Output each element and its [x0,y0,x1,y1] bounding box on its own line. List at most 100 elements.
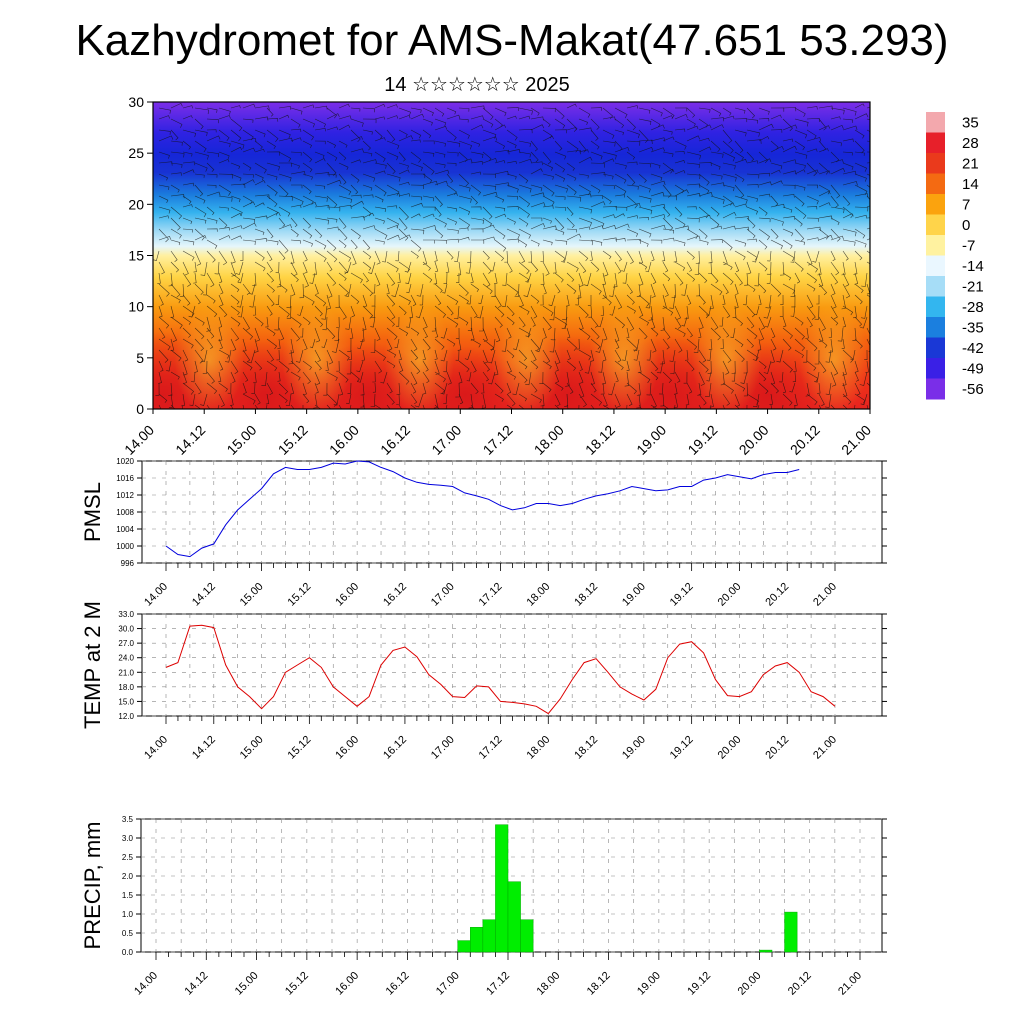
wind-barb [302,316,311,325]
wind-barb [218,129,230,141]
wind-barb [746,195,758,202]
wind-barb [331,338,340,353]
wind-barb [374,272,381,287]
wind-barb [252,272,257,286]
wind-barb [395,316,400,327]
wind-barb [289,338,294,354]
wind-barb [278,327,285,341]
wind-barb [530,168,543,175]
wind-barb [530,161,543,166]
wind-barb [722,239,733,251]
wind-barb [326,195,338,208]
wind-barb [386,162,396,175]
wind-barb [482,191,498,197]
wind-barb [763,305,772,319]
wind-barb [638,228,652,238]
wind-barb [346,393,352,405]
wind-barb [334,327,340,342]
wind-barb [254,228,265,236]
wind-barb [854,103,865,109]
wind-barb [853,305,857,319]
wind-barb [482,261,492,274]
wind-barb [752,349,760,361]
wind-barb [540,272,545,285]
wind-barb [758,118,770,122]
wind-barb [622,349,628,361]
wind-barb [662,261,669,273]
x-tick-label: 17.00 [434,970,462,998]
wind-barb [709,294,714,310]
wind-barb [254,173,264,181]
x-tick-label: 16.00 [333,970,361,998]
wind-barb [422,261,431,271]
wind-barb [614,294,623,310]
y-tick-label: 3.0 [122,834,134,843]
wind-barb [356,360,364,373]
wind-barb [251,382,256,395]
wind-barb [782,360,793,373]
wind-barb [230,272,241,283]
wind-barb [170,129,179,141]
wind-barb [614,316,626,329]
wind-barb [218,316,223,328]
wind-barb [410,129,422,139]
wind-barb [722,305,731,319]
wind-barb [645,261,652,273]
wind-barb [193,261,197,273]
wind-barb [789,382,796,393]
wind-barb [734,107,746,114]
wind-barb [566,173,577,181]
wind-barb [734,184,745,199]
wind-barb [182,115,193,120]
colorbar-label: -7 [962,237,975,254]
wind-barb [566,228,577,233]
wind-barb [518,115,531,120]
wind-barb [494,393,504,402]
wind-barb [626,129,640,139]
wind-barb [410,162,423,172]
wind-barb [518,404,525,409]
wind-barb [706,371,712,382]
wind-barb [722,195,733,206]
wind-barb [254,116,269,121]
wind-barb [830,206,845,214]
wind-barb [182,294,191,306]
wind-barb [338,217,347,229]
wind-barb [321,338,328,348]
wind-barb [288,349,294,365]
wind-barb [602,158,615,164]
y-tick-label: 33.0 [118,610,134,619]
wind-barb [482,184,497,191]
series-line [165,460,800,558]
wind-barb [621,261,628,272]
wind-barb [743,382,749,397]
wind-barb [276,349,280,361]
wind-barb [434,261,439,273]
wind-barb [422,173,433,184]
wind-barb [578,371,584,384]
wind-barb [523,283,532,298]
wind-barb [314,195,328,202]
wind-barb [410,294,417,307]
wind-barb [782,206,793,213]
wind-barb [362,225,376,230]
wind-barb [302,129,315,141]
wind-barb [194,129,208,137]
wind-barb [470,140,481,147]
wind-barb [158,115,170,120]
wind-barb [722,393,731,406]
wind-barb [734,239,747,247]
wind-barb [622,272,628,284]
wind-barb [734,151,744,161]
wind-barb [698,349,707,363]
wind-barb [590,225,604,230]
wind-barb [254,129,266,138]
wind-barb [398,305,407,316]
wind-barb [302,338,308,351]
wind-barb [590,349,594,362]
wind-barb [790,283,796,297]
wind-barb [326,272,337,286]
wind-barb [238,305,244,318]
wind-barb [470,184,482,196]
wind-barb [674,114,688,120]
